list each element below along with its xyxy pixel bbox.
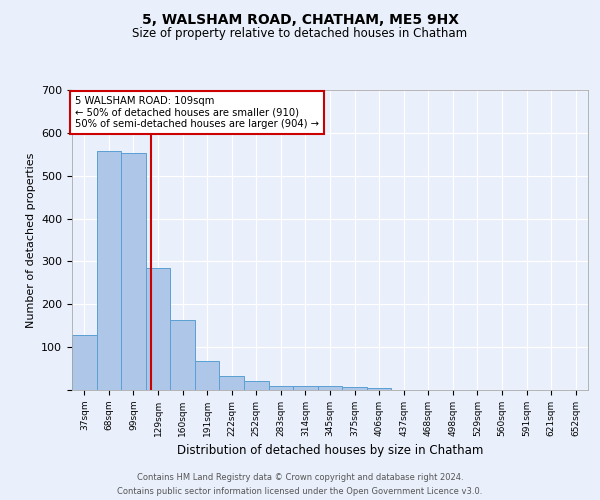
Text: Size of property relative to detached houses in Chatham: Size of property relative to detached ho…	[133, 28, 467, 40]
Y-axis label: Number of detached properties: Number of detached properties	[26, 152, 35, 328]
Text: 5 WALSHAM ROAD: 109sqm
← 50% of detached houses are smaller (910)
50% of semi-de: 5 WALSHAM ROAD: 109sqm ← 50% of detached…	[74, 96, 319, 129]
Text: 5, WALSHAM ROAD, CHATHAM, ME5 9HX: 5, WALSHAM ROAD, CHATHAM, ME5 9HX	[142, 12, 458, 26]
Bar	[121, 153, 146, 390]
Bar	[170, 320, 195, 390]
Bar	[244, 382, 269, 390]
Bar	[72, 335, 97, 390]
Bar	[293, 386, 318, 390]
Bar	[318, 386, 342, 390]
Bar	[146, 268, 170, 390]
Bar	[195, 361, 220, 390]
Text: Contains HM Land Registry data © Crown copyright and database right 2024.: Contains HM Land Registry data © Crown c…	[137, 472, 463, 482]
X-axis label: Distribution of detached houses by size in Chatham: Distribution of detached houses by size …	[177, 444, 483, 458]
Bar	[367, 388, 391, 390]
Text: Contains public sector information licensed under the Open Government Licence v3: Contains public sector information licen…	[118, 488, 482, 496]
Bar	[269, 386, 293, 390]
Bar	[342, 386, 367, 390]
Bar	[97, 151, 121, 390]
Bar	[220, 376, 244, 390]
